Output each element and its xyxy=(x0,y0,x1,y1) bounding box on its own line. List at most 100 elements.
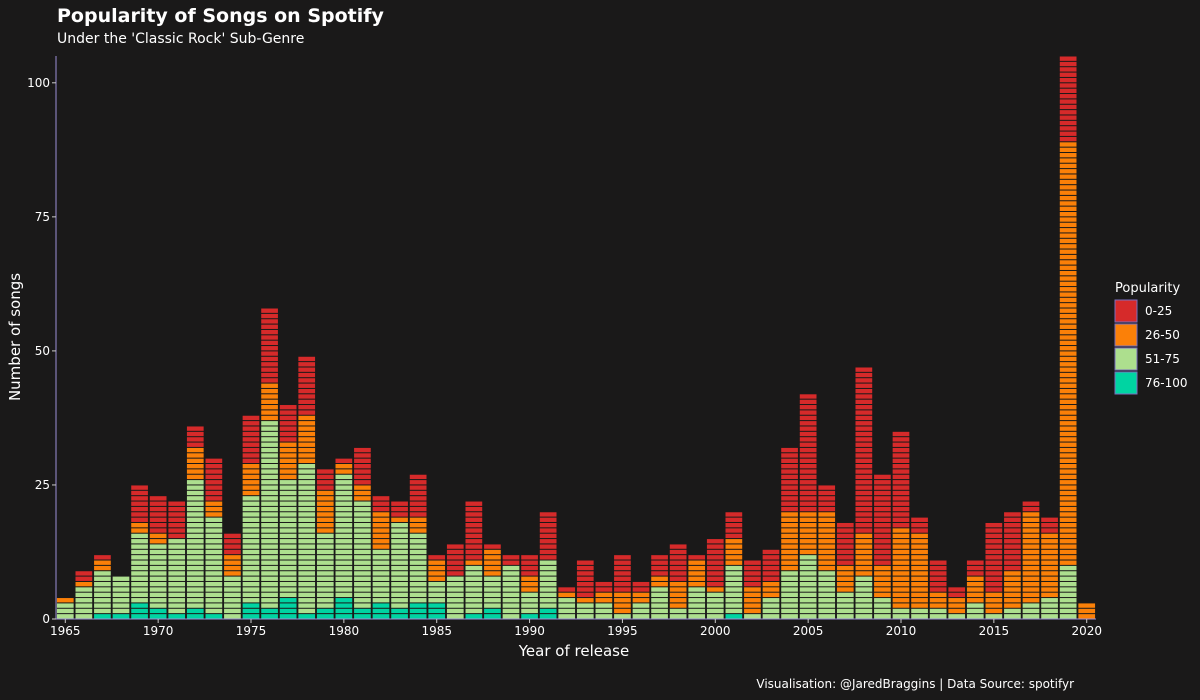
bar-segment-2019-26-50 xyxy=(1059,244,1077,249)
bar-segment-1975-0-25 xyxy=(242,415,260,421)
bar-segment-1970-0-25 xyxy=(149,512,167,517)
bar-segment-1972-26-50 xyxy=(186,458,204,463)
bar-segment-1981-0-25 xyxy=(354,474,371,480)
bar-segment-2019-26-50 xyxy=(1059,249,1077,254)
bar-segment-1974-26-50 xyxy=(224,565,241,571)
bar-segment-1972-51-75 xyxy=(186,522,204,528)
bar-segment-2016-0-25 xyxy=(1004,522,1021,528)
bar-segment-1973-0-25 xyxy=(205,458,223,463)
bar-segment-2008-0-25 xyxy=(855,421,873,426)
bar-segment-1978-0-25 xyxy=(298,372,316,378)
bar-segment-2001-26-50 xyxy=(725,555,743,560)
legend-swatch-26-50 xyxy=(1114,323,1138,347)
bar-segment-2004-0-25 xyxy=(781,458,798,463)
bar-segment-1979-0-25 xyxy=(316,469,334,474)
y-axis-ticks: 0 25 50 75 100 xyxy=(27,76,56,626)
bar-segment-1976-51-75 xyxy=(261,474,278,480)
bar-segment-1976-51-75 xyxy=(261,581,278,587)
bar-segment-1980-51-75 xyxy=(335,474,353,480)
x-tick-label: 1980 xyxy=(329,624,360,638)
bar-segment-2015-0-25 xyxy=(985,533,1003,539)
bar-segment-2006-0-25 xyxy=(818,501,836,506)
bar-segment-1975-0-25 xyxy=(242,431,260,437)
bar-segment-1971-51-75 xyxy=(168,571,186,576)
y-tick-label: 100 xyxy=(27,76,50,90)
bar-segment-1978-51-75 xyxy=(298,490,316,496)
bar-segment-2019-26-50 xyxy=(1059,185,1077,190)
bar-segment-2018-51-75 xyxy=(1041,603,1058,608)
bar-segment-1981-26-50 xyxy=(354,490,371,496)
bar-segment-2012-0-25 xyxy=(929,587,947,592)
bar-segment-1980-51-75 xyxy=(335,522,353,528)
bar-segment-1998-0-25 xyxy=(669,565,687,571)
bar-segment-2011-0-25 xyxy=(911,522,928,528)
bar-segment-2019-51-75 xyxy=(1059,565,1077,571)
bar-segment-1971-0-25 xyxy=(168,522,186,528)
bar-segment-2016-0-25 xyxy=(1004,544,1021,549)
bar-segment-2019-51-75 xyxy=(1059,598,1077,603)
bar-segment-2019-26-50 xyxy=(1059,287,1077,292)
bar-segment-1991-0-25 xyxy=(539,512,557,517)
bar-segment-1980-51-75 xyxy=(335,506,353,512)
bar-segment-1998-0-25 xyxy=(669,571,687,576)
bar-segment-1972-51-75 xyxy=(186,549,204,555)
bar-segment-1983-51-75 xyxy=(391,565,408,571)
bar-segment-2019-26-50 xyxy=(1059,147,1077,153)
bar-segment-2017-26-50 xyxy=(1022,598,1040,603)
bar-segment-1997-26-50 xyxy=(651,581,668,587)
bar-segment-2005-0-25 xyxy=(799,469,817,474)
bar-segment-1982-26-50 xyxy=(372,528,390,533)
bar-segment-2010-26-50 xyxy=(892,592,910,598)
bar-segment-2018-26-50 xyxy=(1041,539,1058,544)
bar-segment-1978-51-75 xyxy=(298,464,316,469)
bar-segment-2000-0-25 xyxy=(706,571,724,576)
bar-segment-2006-26-50 xyxy=(818,522,836,528)
bar-segment-2008-0-25 xyxy=(855,405,873,410)
bar-segment-1993-0-25 xyxy=(576,581,594,587)
bar-segment-1987-51-75 xyxy=(465,592,483,598)
bar-segment-1989-51-75 xyxy=(502,581,520,587)
bar-segment-1977-51-75 xyxy=(279,581,297,587)
bar-segment-1972-51-75 xyxy=(186,555,204,560)
bar-segment-1977-51-75 xyxy=(279,517,297,522)
bar-segment-2011-0-25 xyxy=(911,517,928,522)
bar-segment-1970-26-50 xyxy=(149,539,167,544)
bar-segment-1978-51-75 xyxy=(298,539,316,544)
bar-segment-1991-51-75 xyxy=(539,565,557,571)
bar-segment-2019-51-75 xyxy=(1059,614,1077,619)
bar-segment-1980-51-75 xyxy=(335,587,353,592)
bar-segment-1978-51-75 xyxy=(298,603,316,608)
bar-segment-1984-0-25 xyxy=(409,496,427,501)
bar-segment-2008-26-50 xyxy=(855,571,873,576)
bar-segment-2009-0-25 xyxy=(874,560,891,565)
bar-segment-1989-0-25 xyxy=(502,560,520,565)
bar-segment-2016-0-25 xyxy=(1004,555,1021,560)
bar-segment-1977-51-75 xyxy=(279,539,297,544)
bar-segment-2019-0-25 xyxy=(1059,56,1077,61)
bar-segment-2008-0-25 xyxy=(855,367,873,372)
bar-segment-2007-51-75 xyxy=(836,614,854,619)
bar-segment-2008-0-25 xyxy=(855,388,873,394)
legend-swatch-0-25 xyxy=(1114,299,1138,323)
bar-segment-1986-0-25 xyxy=(446,560,464,565)
bar-segment-1979-51-75 xyxy=(316,549,334,555)
bar-segment-2011-51-75 xyxy=(911,608,928,614)
bar-segment-1976-51-75 xyxy=(261,464,278,469)
bar-segment-1975-76-100 xyxy=(242,614,260,619)
bar-segment-2011-26-50 xyxy=(911,592,928,598)
bar-segment-1997-51-75 xyxy=(651,587,668,592)
bar-segment-1997-51-75 xyxy=(651,614,668,619)
bar-segment-1987-0-25 xyxy=(465,517,483,522)
bar-segment-1976-51-75 xyxy=(261,539,278,544)
bar-segment-1979-51-75 xyxy=(316,592,334,598)
bar-segment-2007-0-25 xyxy=(836,522,854,528)
bar-segment-2015-0-25 xyxy=(985,539,1003,544)
bar-segment-1975-51-75 xyxy=(242,528,260,533)
bar-segment-1975-51-75 xyxy=(242,571,260,576)
bar-segment-1978-26-50 xyxy=(298,437,316,442)
bar-segment-2017-51-75 xyxy=(1022,603,1040,608)
bar-segment-2007-51-75 xyxy=(836,608,854,614)
bar-segment-1970-51-75 xyxy=(149,555,167,560)
bar-segment-2014-26-50 xyxy=(966,587,984,592)
bar-segment-2006-51-75 xyxy=(818,592,836,598)
